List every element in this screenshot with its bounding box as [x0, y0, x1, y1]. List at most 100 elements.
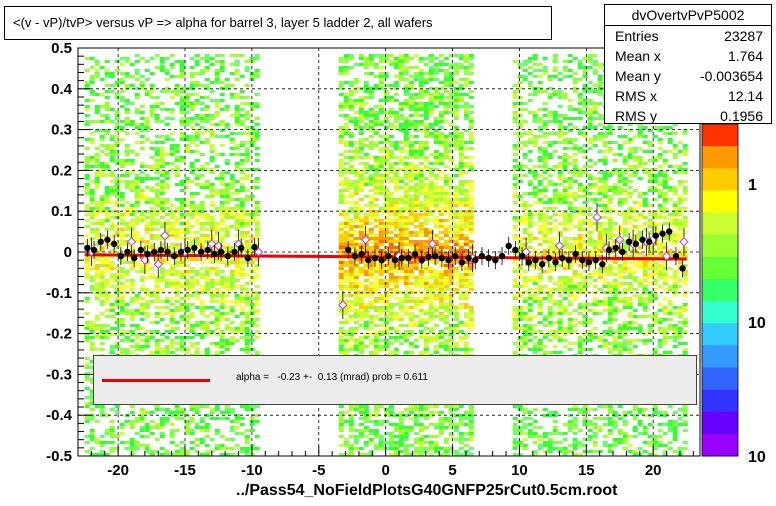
heatmap-cell: [438, 201, 444, 204]
heatmap-cell: [448, 198, 454, 201]
heatmap-cell: [343, 252, 349, 255]
heatmap-cell: [378, 177, 384, 180]
heatmap-cell: [512, 234, 518, 237]
heatmap-cell: [239, 288, 245, 291]
heatmap-cell: [94, 228, 100, 231]
heatmap-cell: [94, 156, 100, 159]
heatmap-cell: [403, 57, 409, 60]
heatmap-cell: [368, 339, 374, 342]
heatmap-cell: [408, 351, 414, 354]
heatmap-cell: [418, 96, 424, 99]
heatmap-cell: [423, 141, 429, 144]
heatmap-cell: [154, 282, 160, 285]
heatmap-cell: [184, 102, 190, 105]
heatmap-cell: [423, 78, 429, 81]
heatmap-cell: [403, 66, 409, 69]
heatmap-cell: [438, 162, 444, 165]
heatmap-cell: [244, 273, 250, 276]
heatmap-cell: [368, 177, 374, 180]
heatmap-cell: [373, 66, 379, 69]
heatmap-cell: [174, 216, 180, 219]
heatmap-cell: [453, 327, 459, 330]
heatmap-cell: [254, 234, 260, 237]
heatmap-cell: [353, 312, 359, 315]
heatmap-cell: [463, 114, 469, 117]
heatmap-cell: [139, 147, 145, 150]
heatmap-cell: [358, 303, 364, 306]
heatmap-cell: [398, 117, 404, 120]
heatmap-cell: [179, 111, 185, 114]
heatmap-cell: [239, 120, 245, 123]
heatmap-cell: [209, 234, 215, 237]
heatmap-cell: [109, 273, 115, 276]
heatmap-cell: [199, 438, 205, 441]
heatmap-cell: [84, 339, 90, 342]
heatmap-cell: [453, 99, 459, 102]
heatmap-cell: [174, 279, 180, 282]
heatmap-cell: [174, 300, 180, 303]
heatmap-cell: [363, 90, 369, 93]
heatmap-cell: [219, 93, 225, 96]
heatmap-cell: [383, 201, 389, 204]
heatmap-cell: [239, 90, 245, 93]
heatmap-cell: [189, 420, 195, 423]
heatmap-cell: [358, 198, 364, 201]
heatmap-cell: [413, 213, 419, 216]
heatmap-cell: [378, 282, 384, 285]
heatmap-cell: [89, 447, 95, 450]
heatmap-cell: [413, 300, 419, 303]
heatmap-cell: [174, 198, 180, 201]
heatmap-cell: [383, 441, 389, 444]
heatmap-cell: [104, 210, 110, 213]
heatmap-cell: [433, 348, 439, 351]
heatmap-cell: [383, 147, 389, 150]
heatmap-cell: [393, 120, 399, 123]
heatmap-cell: [134, 183, 140, 186]
heatmap-cell: [209, 282, 215, 285]
heatmap-cell: [159, 141, 165, 144]
heatmap-cell: [423, 216, 429, 219]
heatmap-cell: [343, 276, 349, 279]
heatmap-cell: [124, 348, 130, 351]
heatmap-cell: [124, 99, 130, 102]
heatmap-cell: [109, 348, 115, 351]
heatmap-cell: [338, 213, 344, 216]
heatmap-cell: [433, 411, 439, 414]
heatmap-cell: [458, 87, 464, 90]
heatmap-cell: [114, 123, 120, 126]
heatmap-cell: [159, 423, 165, 426]
heatmap-cell: [244, 189, 250, 192]
heatmap-cell: [134, 294, 140, 297]
heatmap-cell: [453, 213, 459, 216]
heatmap-cell: [433, 57, 439, 60]
heatmap-cell: [408, 252, 414, 255]
heatmap-cell: [527, 309, 533, 312]
heatmap-cell: [363, 156, 369, 159]
heatmap-cell: [219, 318, 225, 321]
heatmap-cell: [353, 447, 359, 450]
heatmap-cell: [433, 288, 439, 291]
heatmap-cell: [254, 138, 260, 141]
heatmap-cell: [154, 294, 160, 297]
heatmap-cell: [423, 198, 429, 201]
heatmap-cell: [184, 180, 190, 183]
heatmap-cell: [393, 315, 399, 318]
heatmap-cell: [244, 333, 250, 336]
heatmap-cell: [99, 198, 105, 201]
heatmap-cell: [139, 414, 145, 417]
heatmap-cell: [129, 180, 135, 183]
heatmap-cell: [254, 318, 260, 321]
heatmap-cell: [129, 84, 135, 87]
heatmap-cell: [249, 237, 255, 240]
heatmap-cell: [468, 435, 474, 438]
heatmap-cell: [408, 162, 414, 165]
heatmap-cell: [189, 66, 195, 69]
heatmap-cell: [119, 96, 125, 99]
heatmap-cell: [378, 228, 384, 231]
heatmap-cell: [393, 237, 399, 240]
heatmap-cell: [378, 297, 384, 300]
heatmap-cell: [428, 414, 434, 417]
heatmap-cell: [164, 171, 170, 174]
heatmap-cell: [174, 405, 180, 408]
heatmap-cell: [463, 336, 469, 339]
